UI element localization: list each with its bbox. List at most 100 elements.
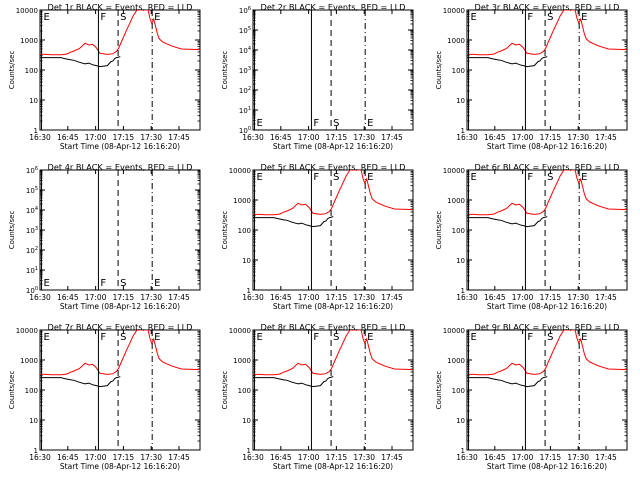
x-tick-label: 16:30 [456, 453, 478, 462]
plot-frame [39, 329, 201, 451]
detector-panel: Det 2r BLACK = Events, RED = LLD 16:30 16:… [221, 2, 414, 151]
lld-series-line [40, 10, 200, 56]
x-tick-label: 17:00 [85, 453, 107, 462]
time-marker-label: E [257, 172, 263, 183]
lld-series-line [253, 170, 413, 216]
y-tick-label: 1 [461, 287, 465, 295]
x-tick-label: 17:15 [326, 293, 348, 302]
y-tick-label: 1 [247, 287, 251, 295]
y-tick-label: 100 [452, 67, 465, 75]
x-tick-label: 16:45 [270, 133, 292, 142]
y-tick-label: 104 [239, 46, 251, 55]
panel-title: Det 3r BLACK = Events, RED = LLD [475, 2, 620, 12]
y-tick-label: 10000 [443, 327, 465, 335]
x-tick-label: 17:00 [85, 133, 107, 142]
x-axis-title: Start Time (08-Apr-12 16:16:20) [487, 302, 607, 311]
time-marker-label: F [313, 172, 319, 183]
time-marker-label: E [154, 332, 160, 343]
lld-series-line [40, 330, 200, 376]
time-marker-label: E [257, 332, 263, 343]
panel-title: Det 4r BLACK = Events, RED = LLD [48, 162, 193, 172]
y-tick-label: 10 [456, 417, 465, 425]
x-tick-label: 17:45 [381, 453, 403, 462]
time-marker-label: E [44, 12, 50, 23]
y-tick-label: 10000 [443, 167, 465, 175]
x-tick-label: 16:30 [242, 133, 264, 142]
time-marker-label: S [333, 172, 339, 183]
x-tick-label: 16:45 [57, 133, 79, 142]
time-marker-label: S [547, 12, 553, 23]
plot-frame [39, 9, 201, 131]
x-axis-title: Start Time (08-Apr-12 16:16:20) [487, 462, 607, 471]
x-tick-label: 17:15 [326, 133, 348, 142]
x-tick-label: 17:45 [595, 133, 617, 142]
y-tick-label: 1000 [447, 197, 465, 205]
plot-frame [466, 169, 628, 291]
x-tick-label: 16:30 [456, 133, 478, 142]
panel-title: Det 1r BLACK = Events, RED = LLD [48, 2, 193, 12]
time-marker-label: E [154, 278, 160, 289]
x-tick-label: 17:45 [168, 133, 190, 142]
time-marker-label: S [547, 332, 553, 343]
time-marker-label: E [367, 118, 373, 129]
time-marker-label: E [471, 332, 477, 343]
x-tick-label: 17:30 [140, 133, 162, 142]
lld-series-line [253, 330, 413, 376]
time-marker-label: F [527, 12, 533, 23]
x-tick-label: 17:45 [168, 453, 190, 462]
time-marker-label: F [100, 12, 106, 23]
time-marker-label: E [44, 332, 50, 343]
y-tick-label: 100 [26, 286, 38, 295]
y-tick-label: 101 [26, 266, 38, 275]
x-tick-label: 17:15 [326, 453, 348, 462]
x-axis-title: Start Time (08-Apr-12 16:16:20) [60, 142, 180, 151]
x-tick-label: 17:30 [353, 293, 375, 302]
x-tick-label: 17:30 [140, 293, 162, 302]
x-tick-label: 17:30 [567, 453, 589, 462]
time-marker-label: E [367, 332, 373, 343]
y-axis-title: Counts/sec [435, 51, 443, 90]
plot-frame [252, 169, 414, 291]
x-tick-label: 17:45 [381, 133, 403, 142]
detector-panel: Det 7r BLACK = Events, RED = LLD 16:30 16:… [8, 322, 201, 471]
y-axis-title: Counts/sec [8, 371, 16, 410]
y-axis-title: Counts/sec [221, 51, 229, 90]
x-axis-title: Start Time (08-Apr-12 16:16:20) [273, 302, 393, 311]
y-tick-label: 103 [239, 66, 251, 75]
y-tick-label: 106 [239, 6, 251, 15]
x-tick-label: 17:15 [540, 133, 562, 142]
y-tick-label: 10 [29, 417, 38, 425]
y-tick-label: 1 [461, 447, 465, 455]
plot-frame [466, 329, 628, 451]
detector-panel: Det 8r BLACK = Events, RED = LLD 16:30 16:… [221, 322, 414, 471]
time-marker-label: E [471, 172, 477, 183]
panel-title: Det 7r BLACK = Events, RED = LLD [48, 322, 193, 332]
y-tick-label: 105 [26, 186, 38, 195]
y-tick-label: 102 [239, 86, 251, 95]
detector-panel: Det 3r BLACK = Events, RED = LLD 16:30 16:… [435, 2, 628, 151]
x-tick-label: 17:15 [113, 293, 135, 302]
y-tick-label: 106 [26, 166, 38, 175]
y-tick-label: 10 [456, 257, 465, 265]
events-series-line [40, 376, 121, 388]
time-marker-label: E [581, 172, 587, 183]
y-tick-label: 1000 [233, 357, 251, 365]
y-axis-title: Counts/sec [221, 371, 229, 410]
x-tick-label: 17:00 [298, 453, 320, 462]
detector-panel: Det 1r BLACK = Events, RED = LLD 16:30 16:… [8, 2, 201, 151]
x-tick-label: 16:45 [57, 453, 79, 462]
x-tick-label: 16:30 [29, 133, 51, 142]
time-marker-label: S [120, 278, 126, 289]
time-marker-label: F [313, 118, 319, 129]
y-tick-label: 1000 [20, 357, 38, 365]
time-marker-label: S [120, 12, 126, 23]
y-axis-title: Counts/sec [8, 211, 16, 250]
events-series-line [40, 56, 121, 68]
x-axis-title: Start Time (08-Apr-12 16:16:20) [60, 462, 180, 471]
lld-series-line [467, 10, 627, 56]
x-tick-label: 17:45 [168, 293, 190, 302]
detector-panel: Det 4r BLACK = Events, RED = LLD 16:30 16:… [8, 162, 201, 311]
y-tick-label: 1 [34, 447, 38, 455]
time-marker-label: S [333, 332, 339, 343]
